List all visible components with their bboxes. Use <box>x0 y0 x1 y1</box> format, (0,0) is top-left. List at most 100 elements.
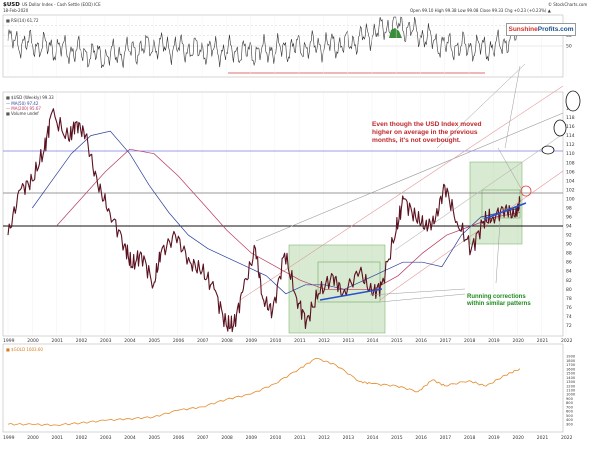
gold-year-tick-label: 2020 <box>512 435 524 441</box>
year-tick-label: 2009 <box>246 338 258 344</box>
year-tick-label: 2016 <box>415 338 427 344</box>
gold-year-tick-label: 2010 <box>270 435 282 441</box>
target-ellipse-1 <box>541 145 555 155</box>
gold-year-tick-label: 2003 <box>100 435 112 441</box>
gold-year-tick-label: 2016 <box>415 435 427 441</box>
gold-tick-label: 1300 <box>566 380 576 384</box>
year-tick-label: 2014 <box>367 338 379 344</box>
overbought-annotation: Even though the USD Index moved higher o… <box>372 121 482 144</box>
pattern-inner-box-1 <box>317 261 381 303</box>
pointer-line-rsi-2 <box>504 65 521 149</box>
price-tick-label: 106 <box>566 169 575 175</box>
pattern-inner-box-2 <box>481 189 521 219</box>
year-tick-label: 1999 <box>3 338 15 344</box>
price-legend: ■ $USD (Weekly) 99.33 <box>6 95 54 100</box>
price-tick-label: 104 <box>566 178 575 184</box>
channel-line-red-lower <box>379 170 564 301</box>
year-tick-label: 2008 <box>221 338 233 344</box>
chart-credit: © StockCharts.com <box>548 2 587 7</box>
price-tick-label: 90 <box>566 242 572 248</box>
gold-tick-label: 500 <box>566 414 574 418</box>
logo-part-2: Profits.com <box>537 26 574 33</box>
gold-year-tick-label: 2002 <box>76 435 88 441</box>
ma200-line <box>56 148 520 290</box>
year-tick-label: 2019 <box>488 338 500 344</box>
pointer-line-green-3 <box>495 221 501 284</box>
pointer-line-price <box>497 147 523 191</box>
gold-year-tick-label: 2021 <box>537 435 549 441</box>
rsi-line <box>7 16 521 69</box>
price-tick-label: 114 <box>566 133 575 139</box>
year-tick-label: 2007 <box>197 338 209 344</box>
blue-trend-2019 <box>483 202 527 220</box>
gold-legend: ■ $GOLD 1603.60 <box>6 347 43 352</box>
gold-tick-label: 800 <box>566 401 574 405</box>
year-tick-label: 2020 <box>512 338 524 344</box>
price-tick-label: 92 <box>566 233 572 239</box>
gold-tick-label: 1400 <box>566 376 576 380</box>
gold-year-tick-label: 2008 <box>221 435 233 441</box>
year-tick-label: 2022 <box>561 338 573 344</box>
rsi-tick-label: 50 <box>566 44 572 50</box>
year-tick-label: 2001 <box>52 338 64 344</box>
gold-year-tick-label: 2015 <box>391 435 403 441</box>
gold-tick-label: 1900 <box>566 355 576 359</box>
year-tick-label: 2010 <box>270 338 282 344</box>
gold-year-tick-label: 2006 <box>173 435 185 441</box>
year-tick-label: 2004 <box>124 338 136 344</box>
gold-tick-label: 900 <box>566 397 574 401</box>
ma50-legend: — MA(50) 97.42 <box>6 101 39 106</box>
price-tick-label: 72 <box>566 323 572 329</box>
year-tick-label: 2018 <box>464 338 476 344</box>
price-tick-label: 116 <box>566 124 575 130</box>
rsi-tick-label: 60 <box>566 33 572 39</box>
year-tick-label: 2017 <box>440 338 452 344</box>
pattern-annotation: Running corrections within similar patte… <box>466 294 531 307</box>
blue-trend-2012 <box>319 288 383 301</box>
rsi-panel: ■ RSI(14) 61.72 706050 <box>2 14 572 78</box>
usd-price-line <box>7 108 521 333</box>
gold-year-tick-label: 2009 <box>246 435 258 441</box>
target-ellipse-3 <box>565 90 581 112</box>
gold-tick-label: 1000 <box>566 393 576 397</box>
year-tick-label: 2006 <box>173 338 185 344</box>
gold-year-tick-label: 2017 <box>440 435 452 441</box>
year-tick-label: 2003 <box>100 338 112 344</box>
year-tick-label: 2013 <box>343 338 355 344</box>
sunshine-profits-logo: SunshineProfits.com <box>506 23 576 36</box>
gold-tick-label: 1500 <box>566 372 576 376</box>
gold-year-tick-label: 2001 <box>52 435 64 441</box>
year-tick-label: 2005 <box>149 338 161 344</box>
gold-price-line <box>7 357 521 427</box>
gold-year-tick-label: 2018 <box>464 435 476 441</box>
year-tick-label: 2002 <box>76 338 88 344</box>
pointer-line-rsi-1 <box>436 63 526 149</box>
price-tick-label: 94 <box>566 224 572 230</box>
price-panel: ■ $USD (Weekly) 99.33 — MA(50) 97.42 — M… <box>2 15 581 344</box>
chart-title: US Dollar Index - Cash Settle (EOD) ICE <box>22 2 101 7</box>
annotation-red-line-3: months, it's not overbought. <box>372 137 461 144</box>
gold-tick-label: 700 <box>566 405 574 409</box>
gold-tick-label: 1600 <box>566 367 576 371</box>
channel-line-gray <box>394 133 564 251</box>
year-tick-label: 2012 <box>318 338 330 344</box>
volume-legend: ■ Volume undef <box>6 111 39 116</box>
gold-year-tick-label: 2011 <box>294 435 306 441</box>
gold-year-tick-label: 2007 <box>197 435 209 441</box>
gold-panel: ■ $GOLD 1603.60 190018001700160015001400… <box>2 343 576 441</box>
gold-tick-label: 600 <box>566 410 574 414</box>
gold-year-tick-label: 2019 <box>488 435 500 441</box>
year-tick-label: 2000 <box>27 338 39 344</box>
price-tick-label: 78 <box>566 296 572 302</box>
chart-quote: Open 99.10 High 99.38 Low 99.08 Close 99… <box>410 8 552 13</box>
pointer-line-green-2 <box>379 293 466 303</box>
gold-tick-label: 400 <box>566 418 574 422</box>
gold-year-tick-label: 2013 <box>343 435 355 441</box>
price-tick-label: 74 <box>566 314 572 320</box>
price-tick-label: 82 <box>566 278 572 284</box>
ma200-legend: — MA(200) 95.67 <box>6 106 41 111</box>
price-tick-label: 102 <box>566 187 575 193</box>
gold-tick-label: 1100 <box>566 389 576 393</box>
gold-year-tick-label: 2000 <box>27 435 39 441</box>
gold-year-tick-label: 2004 <box>124 435 136 441</box>
